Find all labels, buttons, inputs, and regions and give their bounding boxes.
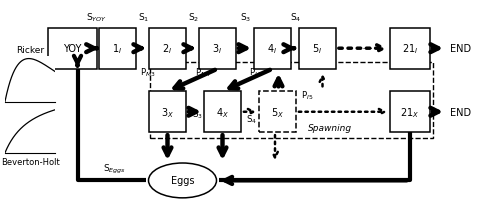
Text: S$_{4}$: S$_{4}$ bbox=[246, 113, 257, 125]
Bar bbox=[259, 92, 296, 133]
Text: S$_{2}$: S$_{2}$ bbox=[188, 11, 199, 23]
Text: 5$_{I}$: 5$_{I}$ bbox=[312, 42, 322, 56]
Text: 21$_{I}$: 21$_{I}$ bbox=[402, 42, 418, 56]
Text: P$_{M3}$: P$_{M3}$ bbox=[140, 66, 156, 79]
Bar bbox=[99, 29, 136, 69]
Ellipse shape bbox=[148, 163, 216, 198]
Text: Ricker: Ricker bbox=[16, 45, 44, 54]
Bar bbox=[150, 62, 432, 139]
Bar bbox=[204, 92, 241, 133]
Text: P$_{I4}$: P$_{I4}$ bbox=[248, 66, 262, 79]
Text: END: END bbox=[450, 44, 471, 54]
Text: 4$_{X}$: 4$_{X}$ bbox=[216, 105, 229, 119]
Text: P$_{I5}$: P$_{I5}$ bbox=[302, 89, 314, 101]
Text: 21$_{X}$: 21$_{X}$ bbox=[400, 105, 419, 119]
Text: 4$_{I}$: 4$_{I}$ bbox=[268, 42, 278, 56]
Text: 5$_{X}$: 5$_{X}$ bbox=[271, 105, 284, 119]
Text: S$_{1}$: S$_{1}$ bbox=[138, 11, 149, 23]
Bar bbox=[149, 92, 186, 133]
Bar bbox=[199, 29, 236, 69]
Bar bbox=[149, 29, 186, 69]
Text: END: END bbox=[450, 107, 471, 117]
Text: S$_{4}$: S$_{4}$ bbox=[290, 11, 302, 23]
Text: 3$_{X}$: 3$_{X}$ bbox=[161, 105, 174, 119]
Text: · · · · ·: · · · · · bbox=[280, 174, 320, 187]
Bar bbox=[254, 29, 291, 69]
Text: Eggs: Eggs bbox=[171, 176, 194, 185]
Text: P$_{M4}$: P$_{M4}$ bbox=[194, 66, 210, 79]
Text: S$_{3}$: S$_{3}$ bbox=[192, 108, 203, 120]
Text: · · · · ·: · · · · · bbox=[344, 107, 376, 117]
Bar bbox=[390, 92, 430, 133]
Text: YOY: YOY bbox=[64, 44, 82, 54]
Text: Beverton-Holt: Beverton-Holt bbox=[0, 158, 60, 167]
Text: S$_{3}$: S$_{3}$ bbox=[240, 11, 252, 23]
Text: 3$_{I}$: 3$_{I}$ bbox=[212, 42, 222, 56]
Text: · · · · ·: · · · · · bbox=[348, 44, 380, 54]
Text: Spawning: Spawning bbox=[308, 123, 352, 132]
Text: S$_{YOY}$: S$_{YOY}$ bbox=[86, 11, 107, 23]
Bar bbox=[390, 29, 430, 69]
Text: 2$_{I}$: 2$_{I}$ bbox=[162, 42, 172, 56]
Text: 1$_{I}$: 1$_{I}$ bbox=[112, 42, 122, 56]
Bar bbox=[299, 29, 336, 69]
Bar bbox=[48, 29, 96, 69]
Text: S$_{Eggs}$: S$_{Eggs}$ bbox=[102, 162, 126, 175]
